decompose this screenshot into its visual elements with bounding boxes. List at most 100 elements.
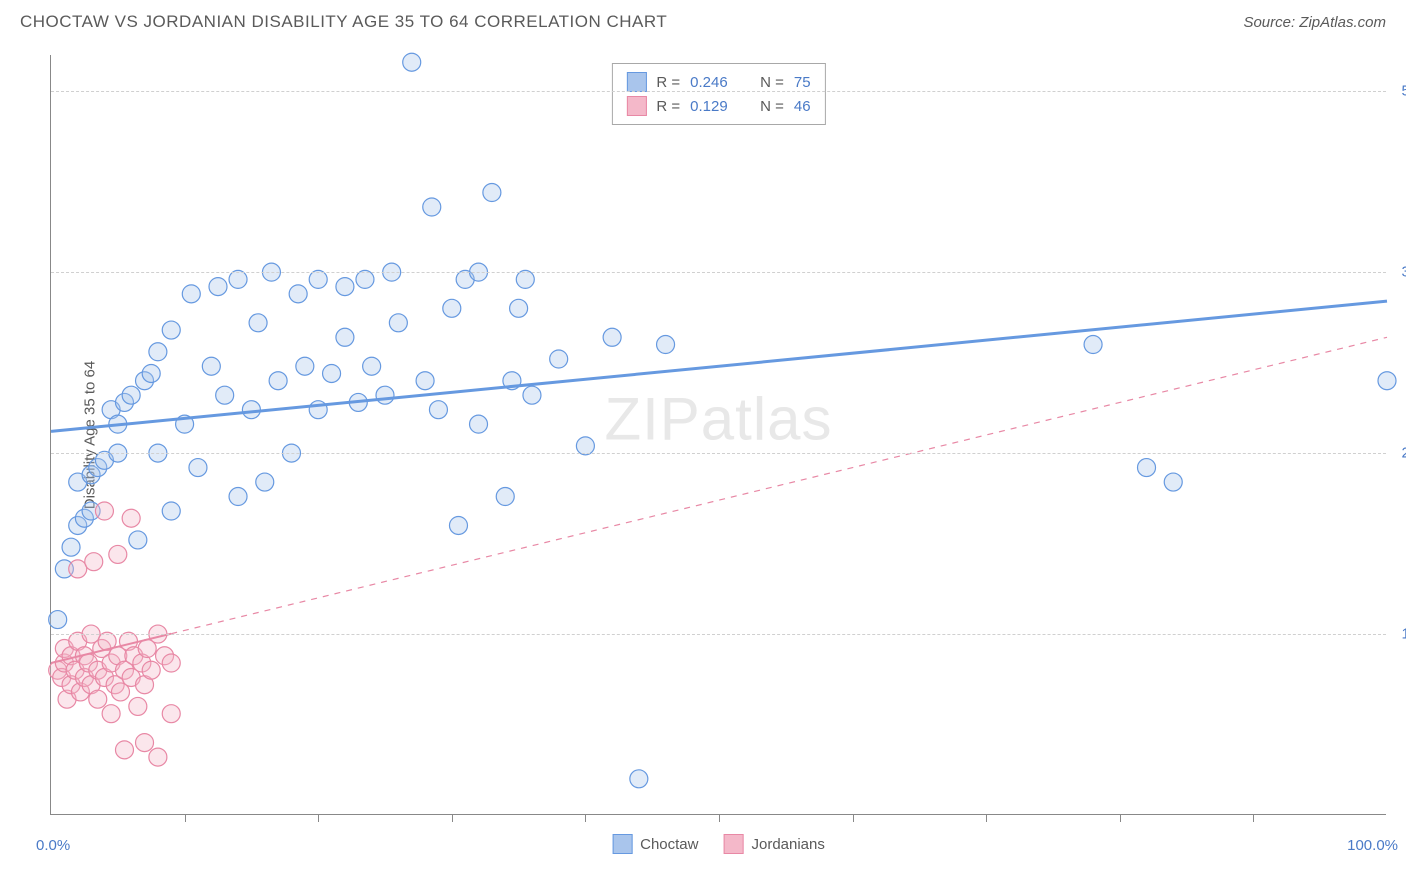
data-point <box>142 364 160 382</box>
data-point <box>336 278 354 296</box>
data-point <box>449 516 467 534</box>
data-point <box>256 473 274 491</box>
data-point <box>209 278 227 296</box>
data-point <box>129 697 147 715</box>
chart-title: CHOCTAW VS JORDANIAN DISABILITY AGE 35 T… <box>20 12 667 32</box>
data-point <box>1378 372 1396 390</box>
legend-r-label: R = <box>656 98 680 115</box>
ytick-label: 25.0% <box>1389 445 1406 462</box>
xtick <box>986 814 987 822</box>
legend-series-label: Jordanians <box>751 836 824 853</box>
data-point <box>85 553 103 571</box>
data-point <box>149 343 167 361</box>
gridline <box>51 634 1386 635</box>
xaxis-min-label: 0.0% <box>36 837 70 854</box>
data-point <box>136 734 154 752</box>
data-point <box>142 661 160 679</box>
xaxis-max-label: 100.0% <box>1347 837 1398 854</box>
legend-stats: R = 0.246 N = 75 R = 0.129 N = 46 <box>611 63 825 125</box>
legend-series-item: Jordanians <box>723 834 824 854</box>
xtick <box>585 814 586 822</box>
data-point <box>102 705 120 723</box>
data-point <box>630 770 648 788</box>
legend-r-label: R = <box>656 74 680 91</box>
data-point <box>296 357 314 375</box>
chart-area: Disability Age 35 to 64 ZIPatlas R =0.24… <box>50 55 1386 815</box>
xtick <box>452 814 453 822</box>
ytick-label: 50.0% <box>1389 83 1406 100</box>
ytick-label: 37.5% <box>1389 264 1406 281</box>
data-point <box>470 415 488 433</box>
chart-source: Source: ZipAtlas.com <box>1243 14 1386 31</box>
data-point <box>483 184 501 202</box>
data-point <box>95 502 113 520</box>
data-point <box>389 314 407 332</box>
data-point <box>336 328 354 346</box>
data-point <box>109 545 127 563</box>
data-point <box>423 198 441 216</box>
legend-r-value: 0.246 <box>690 74 740 91</box>
data-point <box>1084 336 1102 354</box>
data-point <box>249 314 267 332</box>
data-point <box>416 372 434 390</box>
data-point <box>429 401 447 419</box>
data-point <box>122 386 140 404</box>
legend-stats-row: R = 0.129 N = 46 <box>626 94 810 118</box>
data-point <box>1164 473 1182 491</box>
chart-header: CHOCTAW VS JORDANIAN DISABILITY AGE 35 T… <box>0 0 1406 40</box>
data-point <box>162 705 180 723</box>
data-point <box>523 386 541 404</box>
data-point <box>162 502 180 520</box>
legend-swatch <box>612 834 632 854</box>
data-point <box>149 748 167 766</box>
data-point <box>443 299 461 317</box>
gridline <box>51 453 1386 454</box>
xtick <box>719 814 720 822</box>
legend-swatch <box>723 834 743 854</box>
data-point <box>603 328 621 346</box>
data-point <box>550 350 568 368</box>
data-point <box>403 53 421 71</box>
gridline <box>51 272 1386 273</box>
data-point <box>202 357 220 375</box>
data-point <box>376 386 394 404</box>
data-point <box>49 611 67 629</box>
data-point <box>242 401 260 419</box>
trend-line-dashed <box>171 337 1387 633</box>
legend-series-item: Choctaw <box>612 834 698 854</box>
data-point <box>323 364 341 382</box>
data-point <box>1138 459 1156 477</box>
gridline <box>51 91 1386 92</box>
data-point <box>657 336 675 354</box>
data-point <box>89 690 107 708</box>
legend-n-value: 75 <box>794 74 811 91</box>
data-point <box>363 357 381 375</box>
data-point <box>289 285 307 303</box>
xtick <box>853 814 854 822</box>
xtick <box>1253 814 1254 822</box>
data-point <box>122 509 140 527</box>
data-point <box>189 459 207 477</box>
data-point <box>162 654 180 672</box>
legend-r-value: 0.129 <box>690 98 740 115</box>
legend-swatch <box>626 72 646 92</box>
legend-series: Choctaw Jordanians <box>612 834 825 854</box>
legend-n-label: N = <box>760 98 784 115</box>
data-point <box>115 741 133 759</box>
xtick <box>185 814 186 822</box>
data-point <box>162 321 180 339</box>
data-point <box>216 386 234 404</box>
data-point <box>269 372 287 390</box>
ytick-label: 12.5% <box>1389 626 1406 643</box>
data-point <box>182 285 200 303</box>
data-point <box>129 531 147 549</box>
data-point <box>62 538 80 556</box>
data-point <box>229 488 247 506</box>
legend-series-label: Choctaw <box>640 836 698 853</box>
legend-swatch <box>626 96 646 116</box>
legend-n-value: 46 <box>794 98 811 115</box>
data-point <box>496 488 514 506</box>
xtick <box>318 814 319 822</box>
xtick <box>1120 814 1121 822</box>
data-point <box>69 560 87 578</box>
